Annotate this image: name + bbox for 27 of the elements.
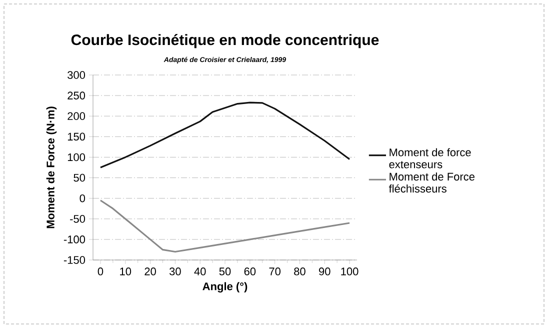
legend-label: Moment de force extenseurs [389, 148, 471, 168]
y-tick-label: 200 [68, 112, 86, 120]
x-tick-label: 50 [219, 268, 231, 276]
y-tick-label: 50 [74, 174, 86, 182]
y-tick-label: 150 [68, 132, 86, 141]
y-tick-label: 300 [68, 71, 86, 79]
y-tick-label: 100 [68, 153, 86, 162]
x-tick-label: 100 [341, 268, 358, 276]
chart-title: Courbe Isocinétique en mode concentrique [71, 34, 379, 48]
x-tick-label: 90 [319, 268, 330, 276]
legend-label: Moment de Force fléchisseurs [388, 172, 474, 193]
x-tick-label: 30 [170, 268, 181, 276]
x-tick-label: 40 [194, 268, 206, 276]
y-tick-label: 250 [68, 92, 86, 100]
y-tick-label: -50 [70, 214, 86, 223]
y-tick-label: -150 [64, 256, 86, 264]
y-tick-label: 0 [80, 194, 86, 202]
line-series [100, 102, 350, 168]
x-tick-label: 70 [269, 268, 280, 276]
x-tick-label: 0 [98, 268, 104, 276]
y-axis-title: Moment de Force (N·m) [46, 106, 57, 228]
x-tick-label: 80 [294, 268, 306, 276]
x-tick-label: 10 [120, 268, 132, 276]
x-tick-label: 60 [244, 268, 256, 276]
x-tick-label: 20 [144, 268, 156, 276]
y-tick-label: -100 [64, 236, 86, 244]
x-axis-title: Angle (°) [202, 282, 248, 292]
